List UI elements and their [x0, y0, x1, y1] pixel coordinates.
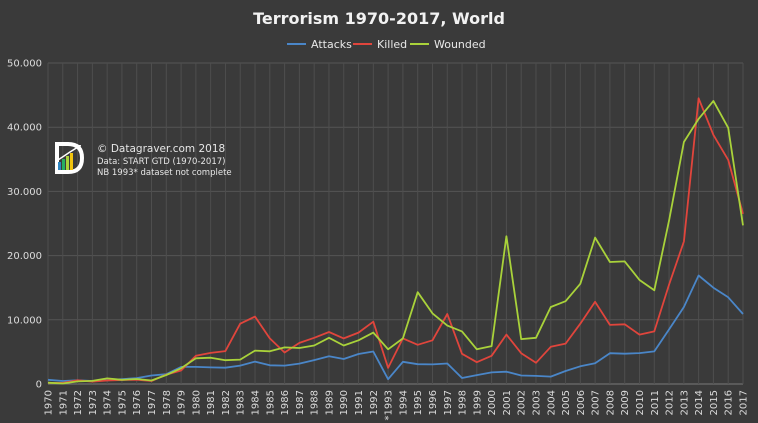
x-tick-label: 1989	[324, 390, 335, 415]
x-tick-label: 1999	[472, 390, 483, 415]
x-tick-label: 2000	[487, 390, 498, 415]
x-tick-label: 2015	[709, 390, 720, 415]
x-tick-label: 1973	[88, 390, 99, 415]
x-tick-label: 2006	[576, 390, 587, 415]
x-tick-label: 2004	[546, 390, 557, 415]
legend-label-wounded: Wounded	[434, 38, 486, 51]
x-tick-label: 1970	[44, 390, 55, 415]
x-tick-label: 2014	[694, 390, 705, 415]
x-tick-label: 1985	[265, 390, 276, 415]
x-tick-label: 2003	[531, 390, 542, 415]
x-tick-label: 1986	[280, 390, 291, 415]
grid	[47, 62, 744, 385]
x-tick-label: 2002	[517, 390, 528, 415]
x-tick-label: 1994	[398, 390, 409, 415]
legend-label-attacks: Attacks	[311, 38, 352, 51]
x-tick-label: 1979	[177, 390, 188, 415]
x-tick-label: 1983	[236, 390, 247, 415]
datagraver-logo	[55, 142, 85, 174]
x-tick-label: 1992	[369, 390, 380, 415]
x-tick-label: 1988	[310, 390, 321, 415]
x-axis: 1970 1971 1972 1973 1974 1975 1976 1977 1978 1979…	[44, 390, 750, 420]
annotation-copyright: © Datagraver.com 2018	[97, 143, 225, 155]
y-tick-label: 40.000	[7, 123, 42, 134]
y-tick-label: 0	[36, 380, 42, 391]
series-line-wounded	[47, 100, 744, 385]
x-tick-label: *1993	[384, 390, 395, 420]
x-tick-label: 1996	[428, 390, 439, 415]
x-tick-label: 2017	[739, 390, 750, 415]
series-lines	[47, 97, 744, 385]
x-tick-label: 2009	[620, 390, 631, 415]
x-tick-label: 1991	[354, 390, 365, 415]
x-tick-label: 2016	[724, 390, 735, 415]
legend: Attacks Killed Wounded	[287, 38, 486, 51]
x-tick-label: 2013	[679, 390, 690, 415]
x-tick-label: 2008	[605, 390, 616, 415]
x-tick-label: 1995	[413, 390, 424, 415]
x-tick-label: 2007	[591, 390, 602, 415]
x-tick-label: 2010	[635, 390, 646, 415]
x-tick-label: 1978	[162, 390, 173, 415]
x-tick-label: 2001	[502, 390, 513, 415]
x-tick-label: 1990	[339, 390, 350, 415]
x-tick-label: 1984	[251, 390, 262, 415]
x-tick-label: 2005	[561, 390, 572, 415]
x-tick-label: 1998	[458, 390, 469, 415]
x-tick-label: 2012	[665, 390, 676, 415]
x-tick-label: 1987	[295, 390, 306, 415]
x-tick-label: 1977	[147, 390, 158, 415]
legend-label-killed: Killed	[377, 38, 407, 51]
x-tick-label: 1980	[191, 390, 202, 415]
y-axis: 0 10.000 20.000 30.000 40.000 50.000	[7, 59, 42, 391]
x-tick-label: 1975	[117, 390, 128, 415]
x-tick-label: 1997	[443, 390, 454, 415]
x-tick-label: 1982	[221, 390, 232, 415]
y-tick-label: 50.000	[7, 59, 42, 70]
x-tick-label: 1981	[206, 390, 217, 415]
x-tick-label: 1972	[73, 390, 84, 415]
y-tick-label: 20.000	[7, 251, 42, 262]
x-tick-label: 1971	[58, 390, 69, 415]
annotation-source: Data: START GTD (1970-2017)	[97, 157, 225, 167]
chart-title: Terrorism 1970-2017, World	[253, 9, 505, 28]
x-tick-label: 2011	[650, 390, 661, 415]
series-line-attacks	[47, 274, 744, 382]
annotation-note: NB 1993* dataset not complete	[97, 168, 232, 178]
y-tick-label: 30.000	[7, 187, 42, 198]
x-tick-label: 1974	[103, 390, 114, 415]
x-tick-label: 1976	[132, 390, 143, 415]
y-tick-label: 10.000	[7, 315, 42, 326]
